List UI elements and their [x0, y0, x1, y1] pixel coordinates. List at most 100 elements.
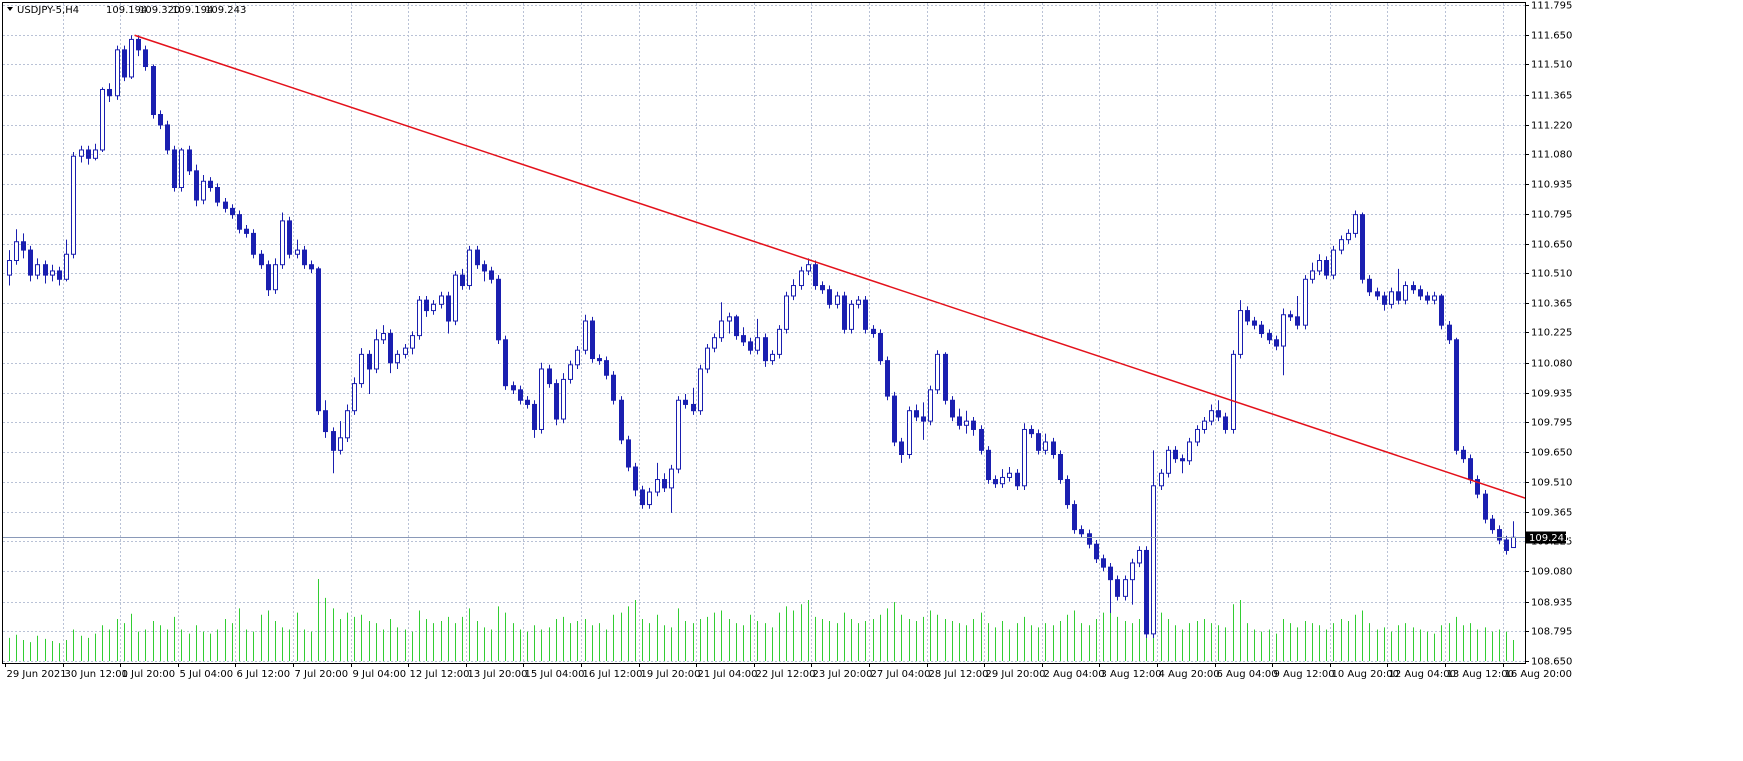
x-tick-label: 9 Aug 12:00 — [1274, 669, 1335, 680]
candle-body — [849, 303, 854, 330]
candle-body — [748, 341, 753, 351]
candle-body — [64, 253, 69, 280]
candle-body — [446, 295, 451, 322]
candle-body — [244, 228, 249, 234]
menu-arrow[interactable] — [7, 7, 13, 11]
candle-body — [979, 428, 984, 451]
candle-body — [187, 149, 192, 172]
grid-layer — [3, 3, 1525, 663]
candle-body — [626, 439, 631, 468]
candle-body — [1317, 260, 1322, 272]
candle-body — [21, 241, 26, 251]
y-tick-label: 111.510 — [1531, 60, 1572, 71]
candle-body — [1187, 441, 1192, 462]
symbol: USDJPY-5,H4 — [17, 5, 79, 16]
candle-body — [1288, 314, 1293, 318]
candle-body — [395, 353, 400, 364]
candle-body — [1072, 504, 1077, 531]
candle-body — [683, 399, 688, 405]
y-tick-label: 111.650 — [1531, 31, 1572, 42]
candle-body — [208, 180, 213, 189]
candle-body — [1511, 536, 1516, 549]
candle-body — [1339, 239, 1344, 251]
candle-body — [194, 170, 199, 201]
x-tick-label: 12 Jul 12:00 — [410, 669, 470, 680]
candle-body — [806, 264, 811, 272]
candle-body — [1036, 433, 1041, 451]
candle-body — [1389, 291, 1394, 305]
candle-body — [1504, 539, 1509, 551]
candle-body — [410, 335, 415, 349]
volume-layer — [9, 579, 1514, 661]
candle-body — [453, 274, 458, 322]
candle-body — [345, 410, 350, 439]
candle-body — [1015, 472, 1020, 487]
candle-body — [719, 320, 724, 339]
candle-body — [1411, 285, 1416, 291]
candle-body — [1094, 543, 1099, 560]
candle-body — [1101, 558, 1106, 568]
candle-body — [93, 149, 98, 159]
candle-body — [1353, 214, 1358, 234]
candle-body — [107, 88, 112, 97]
candle-body — [1209, 410, 1214, 422]
candle-body — [151, 66, 156, 116]
candle-body — [820, 285, 825, 291]
x-tick-label: 29 Jul 20:00 — [986, 669, 1046, 680]
y-tick-label: 109.650 — [1531, 448, 1572, 459]
header-high: 109.320 — [139, 5, 180, 16]
candle-body — [842, 295, 847, 330]
candle-body — [856, 299, 861, 305]
candle-body — [367, 353, 372, 370]
candle-body — [583, 320, 588, 351]
candle-body — [532, 403, 537, 430]
candle-body — [251, 232, 256, 255]
candle-body — [1418, 289, 1423, 297]
candle-body — [691, 403, 696, 412]
candle-body — [928, 389, 933, 422]
candle-body — [1403, 285, 1408, 301]
candle-body — [914, 410, 919, 418]
candle-body — [871, 328, 876, 335]
candle-body — [1432, 295, 1437, 301]
candle-body — [1144, 549, 1149, 635]
candle-body — [1115, 579, 1120, 597]
y-tick-label: 109.510 — [1531, 478, 1572, 489]
candle-body — [417, 299, 422, 337]
price-tag-bg — [1526, 531, 1566, 544]
candle-body — [381, 333, 386, 341]
candle-body — [647, 491, 652, 506]
candle-body — [835, 295, 840, 305]
y-tick-label: 109.080 — [1531, 567, 1572, 578]
y-tick-label: 110.225 — [1531, 328, 1572, 339]
candle-body — [561, 378, 566, 420]
candle-body — [115, 49, 120, 97]
x-tick-label: 22 Jul 12:00 — [756, 669, 816, 680]
candle-body — [1195, 428, 1200, 443]
y-tick-label: 108.795 — [1531, 627, 1572, 638]
candle-body — [892, 395, 897, 443]
candle-body — [827, 289, 832, 305]
candle-body — [1461, 449, 1466, 460]
candle-body — [964, 420, 969, 426]
candle-body — [1259, 324, 1264, 335]
candle-body — [971, 420, 976, 430]
candle-body — [1310, 270, 1315, 280]
candle-body — [705, 347, 710, 370]
x-tick-label: 13 Aug 12:00 — [1447, 669, 1514, 680]
x-tick-label: 6 Aug 04:00 — [1217, 669, 1278, 680]
candle-layer — [7, 35, 1516, 639]
candle-body — [1079, 529, 1084, 535]
candle-body — [388, 333, 393, 364]
candle-body — [611, 374, 616, 401]
candle-body — [640, 489, 645, 506]
x-tick-label: 27 Jul 04:00 — [871, 669, 931, 680]
candle-body — [1375, 291, 1380, 297]
x-tick-label: 28 Jul 12:00 — [929, 669, 989, 680]
candle-body — [302, 249, 307, 266]
candle-body — [1180, 458, 1185, 462]
candle-body — [331, 431, 336, 451]
axis-layer: 111.795 111.650 111.510 111.365 111.220 111.0… — [5, 1, 1572, 680]
y-tick-label: 109.365 — [1531, 508, 1572, 519]
